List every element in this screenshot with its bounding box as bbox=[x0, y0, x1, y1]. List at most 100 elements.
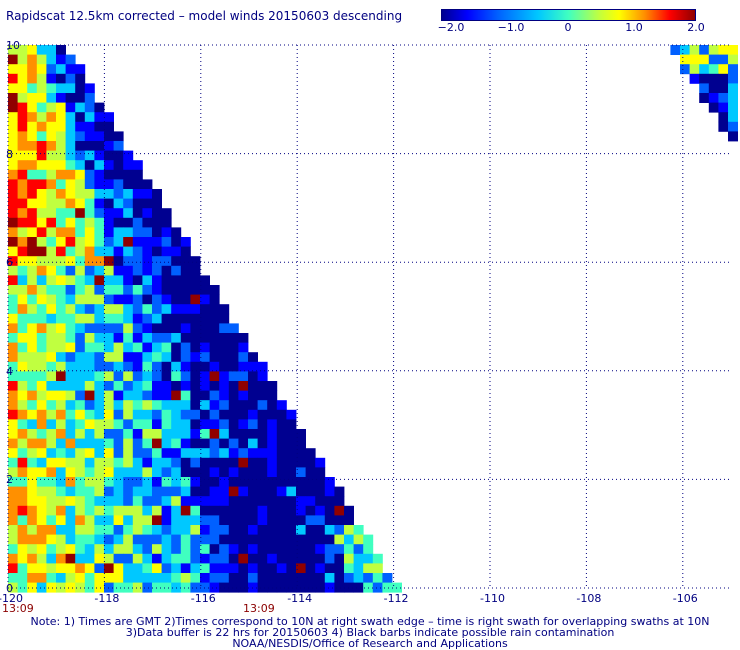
wind-cell bbox=[8, 525, 18, 535]
wind-cell bbox=[17, 381, 28, 391]
wind-cell bbox=[46, 131, 57, 142]
wind-cell bbox=[36, 438, 47, 449]
wind-cell bbox=[152, 323, 162, 334]
wind-cell bbox=[200, 400, 210, 411]
wind-cell bbox=[17, 304, 28, 315]
wind-cell bbox=[113, 227, 124, 238]
wind-cell bbox=[219, 371, 230, 382]
wind-cell bbox=[152, 400, 162, 411]
wind-cell bbox=[36, 515, 47, 526]
wind-cell bbox=[17, 217, 28, 228]
wind-cell bbox=[94, 419, 105, 430]
wind-cell bbox=[209, 582, 220, 593]
wind-cell bbox=[267, 496, 278, 507]
wind-cell bbox=[132, 160, 143, 171]
wind-cell bbox=[75, 285, 86, 295]
wind-cell bbox=[334, 573, 345, 583]
wind-cell bbox=[305, 525, 316, 535]
wind-cell bbox=[36, 83, 47, 94]
wind-cell bbox=[238, 371, 249, 382]
wind-cell bbox=[36, 265, 47, 276]
wind-cell bbox=[84, 217, 95, 228]
wind-cell bbox=[276, 534, 287, 545]
wind-cell bbox=[8, 93, 18, 103]
wind-cell bbox=[171, 304, 182, 315]
wind-cell bbox=[113, 189, 124, 199]
footnote-line: Note: 1) Times are GMT 2)Times correspon… bbox=[30, 615, 710, 628]
wind-cell bbox=[180, 313, 191, 324]
wind-cell bbox=[132, 467, 143, 478]
wind-cell bbox=[27, 83, 38, 94]
wind-cell bbox=[200, 563, 210, 574]
wind-cell bbox=[257, 371, 268, 382]
footnote-line: NOAA/NESDIS/Office of Research and Appli… bbox=[232, 637, 508, 650]
wind-cell bbox=[171, 505, 182, 516]
wind-cell bbox=[152, 534, 162, 545]
wind-cell bbox=[8, 438, 18, 449]
wind-cell bbox=[161, 208, 172, 219]
wind-cell bbox=[17, 265, 28, 276]
wind-cell bbox=[219, 419, 230, 430]
wind-cell bbox=[113, 160, 124, 171]
wind-cell bbox=[46, 265, 57, 276]
wind-cell bbox=[75, 361, 86, 372]
wind-cell bbox=[190, 505, 201, 516]
wind-cell bbox=[286, 477, 297, 487]
wind-cell bbox=[257, 381, 268, 391]
wind-cell bbox=[267, 381, 278, 391]
wind-cell bbox=[84, 227, 95, 238]
wind-cell bbox=[171, 323, 182, 334]
wind-cell bbox=[8, 342, 18, 353]
wind-cell bbox=[257, 553, 268, 564]
wind-cell bbox=[113, 515, 124, 526]
wind-cell bbox=[36, 323, 47, 334]
wind-cell bbox=[180, 467, 191, 478]
wind-cell bbox=[56, 294, 66, 305]
wind-cell bbox=[75, 323, 86, 334]
wind-cell bbox=[238, 525, 249, 535]
wind-cell bbox=[17, 150, 28, 161]
wind-cell bbox=[104, 333, 114, 343]
wind-cell bbox=[190, 352, 201, 363]
wind-cell bbox=[180, 515, 191, 526]
wind-cell bbox=[161, 390, 172, 401]
wind-cell bbox=[219, 457, 230, 468]
wind-cell bbox=[46, 93, 57, 103]
wind-cell bbox=[353, 582, 364, 593]
wind-cell bbox=[46, 390, 57, 401]
wind-cell bbox=[84, 573, 95, 583]
wind-cell bbox=[84, 294, 95, 305]
wind-cell bbox=[8, 285, 18, 295]
wind-cell bbox=[104, 563, 114, 574]
wind-cell bbox=[363, 563, 374, 574]
wind-cell bbox=[56, 227, 66, 238]
wind-cell bbox=[123, 265, 134, 276]
wind-cell bbox=[56, 275, 66, 286]
wind-cell bbox=[142, 553, 153, 564]
wind-cell bbox=[689, 54, 700, 65]
wind-cell bbox=[248, 457, 258, 468]
wind-cell bbox=[36, 448, 47, 459]
wind-cell bbox=[113, 390, 124, 401]
wind-cell bbox=[113, 381, 124, 391]
wind-cell bbox=[142, 265, 153, 276]
wind-cell bbox=[75, 131, 86, 142]
wind-cell bbox=[257, 505, 268, 516]
wind-cell bbox=[65, 285, 76, 295]
wind-cell bbox=[17, 189, 28, 199]
wind-cell bbox=[334, 525, 345, 535]
wind-cell bbox=[113, 582, 124, 593]
wind-cell bbox=[94, 582, 105, 593]
wind-cell bbox=[123, 275, 134, 286]
wind-cell bbox=[161, 544, 172, 555]
wind-cell bbox=[718, 64, 729, 75]
wind-cell bbox=[46, 505, 57, 516]
wind-cell bbox=[171, 342, 182, 353]
wind-cell bbox=[94, 496, 105, 507]
wind-cell bbox=[180, 352, 191, 363]
wind-cell bbox=[113, 150, 124, 161]
wind-cell bbox=[190, 515, 201, 526]
wind-cell bbox=[142, 448, 153, 459]
wind-cell bbox=[267, 534, 278, 545]
wind-cell bbox=[8, 45, 18, 55]
